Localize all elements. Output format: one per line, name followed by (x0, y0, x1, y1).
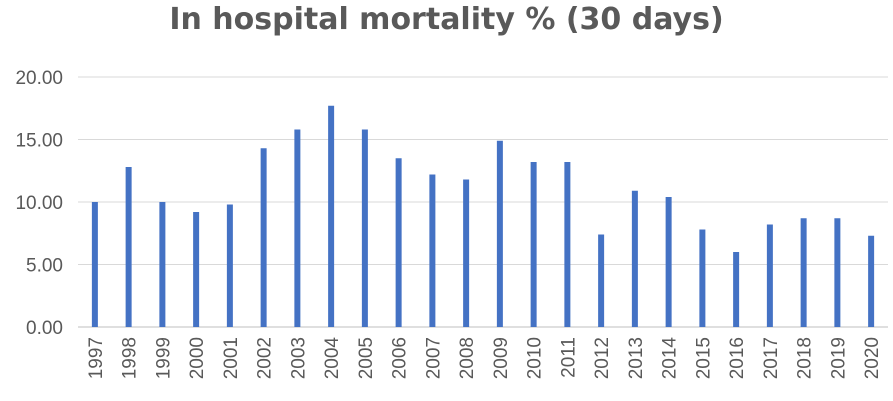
bar (429, 174, 436, 327)
y-tick-label: 5.00 (26, 256, 63, 277)
bar (665, 197, 672, 327)
y-tick-label: 0.00 (26, 318, 63, 339)
bar (328, 105, 335, 327)
x-tick-label: 2014 (660, 337, 681, 380)
x-tick-label: 2009 (491, 337, 512, 379)
y-tick-label: 15.00 (15, 131, 63, 152)
bar (159, 202, 166, 327)
x-tick-label: 2004 (322, 337, 343, 380)
bar (564, 162, 571, 327)
bar (125, 167, 132, 327)
x-tick-label: 2006 (390, 337, 411, 379)
x-tick-label: 2001 (221, 337, 242, 379)
bar (361, 129, 368, 327)
bar (699, 229, 706, 327)
y-tick-label: 10.00 (15, 193, 63, 214)
bar (193, 212, 200, 327)
x-tick-label: 2008 (457, 337, 478, 379)
bar (530, 162, 537, 327)
x-tick-label: 2007 (423, 337, 444, 379)
bar (496, 140, 503, 327)
bar (733, 252, 740, 327)
x-tick-label: 2003 (288, 337, 309, 379)
x-tick-label: 2013 (626, 337, 647, 379)
x-tick-label: 2000 (187, 337, 208, 379)
bar (395, 158, 402, 327)
x-tick-label: 2017 (761, 337, 782, 379)
x-tick-label: 2015 (693, 337, 714, 379)
bar (294, 129, 301, 327)
x-tick-label: 2019 (828, 337, 849, 379)
x-tick-label: 1999 (153, 337, 174, 379)
x-tick-label: 2002 (255, 337, 276, 379)
x-tick-label: 2005 (356, 337, 377, 379)
bar (834, 218, 841, 327)
bar (463, 179, 470, 327)
bar (91, 202, 98, 327)
chart-title: In hospital mortality % (30 days) (169, 2, 724, 37)
x-tick-label: 1997 (86, 337, 107, 379)
x-tick-label: 2011 (558, 337, 579, 378)
y-tick-label: 20.00 (15, 68, 63, 89)
bar (631, 190, 638, 327)
x-tick-label: 2010 (525, 337, 546, 379)
x-tick-label: 2018 (795, 337, 816, 379)
bar (226, 204, 233, 327)
bar (260, 148, 267, 327)
bar (766, 224, 773, 327)
bar (868, 235, 875, 327)
bar (800, 218, 807, 327)
bar (598, 234, 605, 327)
x-tick-label: 2020 (862, 337, 883, 379)
x-tick-label: 2012 (592, 337, 613, 379)
x-tick-label: 2016 (727, 337, 748, 379)
x-tick-label: 1998 (120, 337, 141, 379)
